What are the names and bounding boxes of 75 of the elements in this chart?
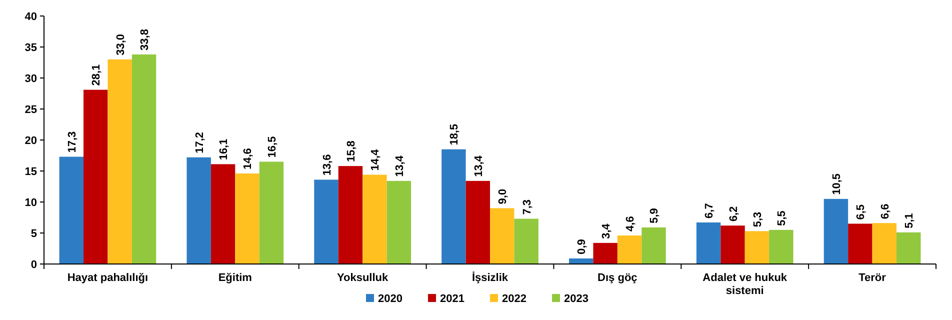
legend-label: 2021 — [440, 293, 464, 305]
bar — [84, 90, 108, 264]
x-tick-label: Eğitim — [218, 272, 252, 284]
y-tick-label: 35 — [24, 42, 37, 54]
bar — [593, 242, 618, 264]
bar — [769, 230, 794, 264]
bar — [235, 173, 260, 264]
data-label: 5,9 — [648, 208, 661, 224]
data-label: 6,7 — [704, 203, 716, 218]
legend-label: 2023 — [564, 293, 588, 305]
bar — [108, 59, 132, 264]
y-tick-label: 25 — [24, 104, 37, 116]
data-label: 18,5 — [448, 124, 461, 146]
data-label: 6,6 — [879, 204, 892, 220]
y-tick-label: 40 — [24, 10, 37, 23]
data-label: 5,3 — [752, 212, 764, 228]
bar — [490, 208, 514, 264]
y-tick-label: 10 — [24, 196, 37, 209]
y-tick-label: 0 — [30, 258, 37, 271]
x-tick-label: Dış göç — [598, 272, 638, 284]
bar — [314, 180, 338, 264]
data-label: 33,8 — [139, 29, 152, 50]
bar — [696, 222, 721, 264]
legend-label: 2020 — [378, 293, 402, 305]
x-tick-label: Adalet ve hukuk sistemi — [702, 272, 788, 297]
data-label: 13,4 — [394, 154, 406, 177]
data-label: 9,0 — [497, 188, 510, 204]
data-label: 14,4 — [370, 148, 382, 171]
data-label: 4,6 — [624, 216, 637, 232]
bar — [720, 226, 745, 264]
data-label: 0,9 — [576, 239, 588, 254]
y-tick-label: 5 — [30, 228, 37, 240]
x-tick-label: Yoksulluk — [336, 272, 390, 284]
data-label: 33,0 — [114, 34, 127, 56]
data-label: 5,5 — [776, 210, 788, 226]
data-label: 14,6 — [242, 148, 254, 170]
data-label: 6,5 — [855, 204, 868, 220]
bar — [386, 180, 411, 264]
data-label: 7,3 — [521, 199, 534, 215]
bar — [848, 224, 872, 264]
data-label: 16,1 — [218, 138, 230, 160]
bar — [132, 54, 156, 264]
data-label: 13,4 — [472, 154, 485, 177]
x-tick-label: Terör — [858, 272, 887, 284]
bar — [259, 162, 284, 264]
bar — [338, 166, 363, 264]
bar — [744, 231, 770, 264]
bar — [824, 198, 848, 264]
data-label: 16,5 — [266, 136, 278, 158]
data-label: 5,1 — [904, 213, 916, 228]
bar — [362, 174, 387, 264]
bar — [617, 235, 642, 264]
bar — [59, 156, 84, 264]
y-tick-label: 15 — [24, 166, 37, 178]
bar — [896, 232, 921, 264]
y-tick-label: 30 — [24, 72, 37, 85]
x-tick-label: Hayat pahalılığı — [67, 272, 148, 284]
bar — [442, 149, 466, 264]
bar — [642, 227, 666, 264]
data-label: 15,8 — [345, 140, 358, 162]
data-label: 6,2 — [728, 206, 740, 222]
bar — [514, 218, 538, 264]
data-label: 13,6 — [321, 154, 334, 176]
bar — [186, 157, 211, 264]
data-label: 10,5 — [830, 173, 843, 195]
x-tick-label: İşsizlik — [472, 271, 509, 284]
legend-label: 2022 — [502, 293, 526, 305]
bar — [210, 164, 236, 264]
y-tick-label: 20 — [24, 134, 37, 147]
data-label: 17,2 — [194, 132, 206, 154]
data-label: 3,4 — [600, 222, 612, 239]
data-label: 17,3 — [66, 131, 78, 153]
bar — [466, 180, 490, 264]
data-label: 28,1 — [90, 64, 103, 86]
bar — [872, 223, 896, 264]
